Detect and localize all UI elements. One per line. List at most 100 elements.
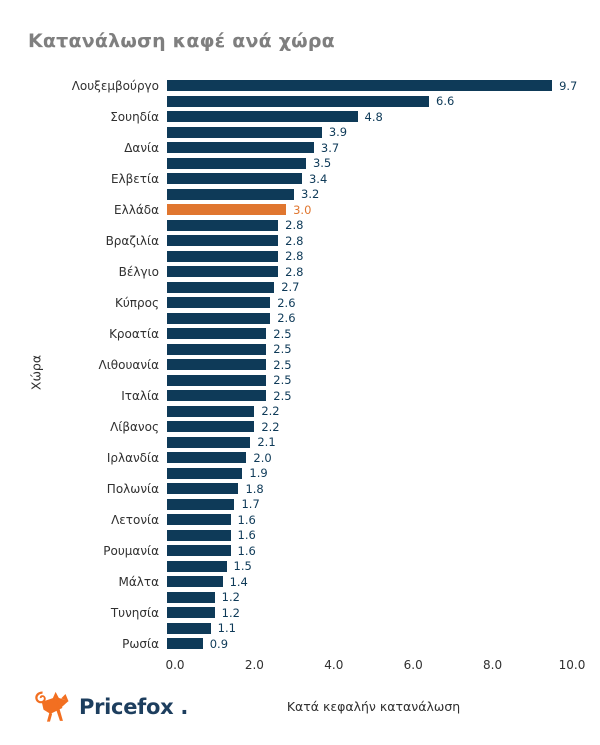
bar: [167, 498, 235, 510]
value-label: 9.7: [559, 78, 578, 93]
bar: [167, 467, 243, 479]
chart-row: 2.7: [0, 280, 600, 296]
country-label: Λετονία: [111, 512, 159, 527]
chart-row: Ελλάδα 3.0: [0, 202, 600, 218]
bar-track: 2.1: [167, 435, 564, 450]
bar: [167, 545, 231, 557]
chart-row: Τυνησία 1.2: [0, 605, 600, 621]
value-label: 4.8: [364, 109, 383, 124]
chart-row: 1.5: [0, 559, 600, 575]
chart-row: 2.1: [0, 435, 600, 451]
country-label: Ιρλανδία: [106, 450, 159, 465]
bar-track: 3.2: [167, 187, 564, 201]
bar-track: 2.8: [167, 249, 564, 263]
bar-track: 1.2: [167, 605, 564, 620]
bar: [167, 421, 255, 433]
chart-row: 1.7: [0, 497, 600, 513]
bar-track: 2.8: [167, 233, 564, 248]
bar: [167, 188, 295, 200]
bar-highlighted: [167, 204, 287, 216]
x-axis-title: Κατά κεφαλήν κατανάλωση: [286, 699, 461, 714]
value-label: 3.9: [328, 125, 348, 140]
bar-track: 1.8: [167, 482, 564, 496]
value-label: 2.6: [277, 295, 296, 310]
x-tick-label: 2.0: [244, 658, 264, 672]
value-label: 2.5: [273, 388, 292, 403]
bar-track: 1.7: [167, 497, 564, 512]
bar: [167, 343, 267, 355]
bar: [167, 328, 267, 340]
country-label: Λιθουανία: [98, 357, 159, 372]
logo-text: Pricefox: [79, 695, 174, 719]
country-label: Λουξεμβούργο: [71, 78, 159, 93]
chart-row: 2.5: [0, 373, 600, 389]
value-label: 1.2: [221, 590, 240, 605]
value-label: 3.0: [293, 202, 312, 217]
y-axis-title: Χώρα: [28, 354, 44, 391]
country-label: Ελβετία: [110, 171, 159, 186]
bar: [167, 111, 358, 123]
bar: [167, 80, 553, 92]
bar-chart: Λουξεμβούργο 9.7 6.6 Σουηδία 4.8 3.9 Δανία 3.7 3…: [0, 78, 600, 652]
bar-track: 3.7: [167, 140, 564, 155]
chart-row: 2.2: [0, 404, 600, 420]
bar: [167, 483, 239, 495]
value-label: 1.1: [217, 621, 236, 636]
chart-row: Μάλτα 1.4: [0, 574, 600, 590]
value-label: 2.5: [273, 357, 292, 372]
chart-row: Λιθουανία 2.5: [0, 357, 600, 373]
country-label: Κύπρος: [114, 295, 159, 310]
value-label: 6.6: [436, 94, 455, 109]
chart-row: Λουξεμβούργο 9.7: [0, 78, 600, 94]
pricefox-logo: Pricefox.: [34, 690, 188, 724]
chart-row: 2.8: [0, 249, 600, 265]
value-label: 2.5: [273, 373, 292, 388]
chart-row: Βέλγιο 2.8: [0, 264, 600, 280]
bar-track: 2.5: [167, 327, 564, 341]
bar: [167, 622, 211, 634]
value-label: 1.5: [233, 559, 252, 574]
chart-row: 2.6: [0, 311, 600, 327]
value-label: 1.6: [237, 528, 256, 543]
bar-track: 1.4: [167, 575, 564, 589]
chart-row: Ρουμανία 1.6: [0, 543, 600, 559]
fox-icon: [35, 691, 69, 722]
bar-track: 0.9: [167, 637, 564, 651]
chart-row: 1.2: [0, 590, 600, 606]
x-tick-label: 8.0: [483, 658, 503, 672]
value-label: 1.2: [221, 605, 240, 620]
chart-row: 3.2: [0, 187, 600, 203]
value-label: 2.2: [261, 404, 280, 419]
chart-row: Λίβανος 2.2: [0, 419, 600, 435]
value-label: 2.8: [285, 264, 304, 279]
chart-row: Δανία 3.7: [0, 140, 600, 156]
chart-row: 3.9: [0, 125, 600, 141]
bar: [167, 266, 279, 278]
value-label: 1.6: [237, 543, 256, 558]
value-label: 2.1: [257, 435, 276, 450]
value-label: 2.6: [277, 311, 296, 326]
bar-track: 2.2: [167, 420, 564, 434]
country-label: Ρωσία: [122, 636, 159, 651]
bar: [167, 436, 251, 448]
value-label: 2.0: [253, 450, 272, 465]
value-label: 3.7: [320, 140, 340, 155]
bar: [167, 405, 255, 417]
country-label: Τυνησία: [110, 605, 159, 620]
bar-track: 2.8: [167, 218, 564, 233]
value-label: 1.7: [241, 497, 260, 512]
x-axis: 0.0 2.0 4.0 6.0 8.0 10.0: [165, 658, 585, 674]
bar-track: 3.0: [167, 202, 564, 217]
country-label: Βέλγιο: [118, 264, 159, 279]
bar-track: 1.6: [167, 513, 564, 527]
bar: [167, 297, 271, 309]
value-label: 3.5: [312, 156, 332, 171]
value-label: 2.8: [285, 218, 304, 233]
bar-track: 3.5: [167, 156, 564, 171]
bar: [167, 638, 203, 650]
value-label: 2.8: [285, 233, 304, 248]
chart-row: 1.1: [0, 621, 600, 637]
x-tick-label: 0.0: [165, 658, 185, 672]
bar-track: 4.8: [167, 109, 564, 124]
chart-row: Βραζιλία 2.8: [0, 233, 600, 249]
